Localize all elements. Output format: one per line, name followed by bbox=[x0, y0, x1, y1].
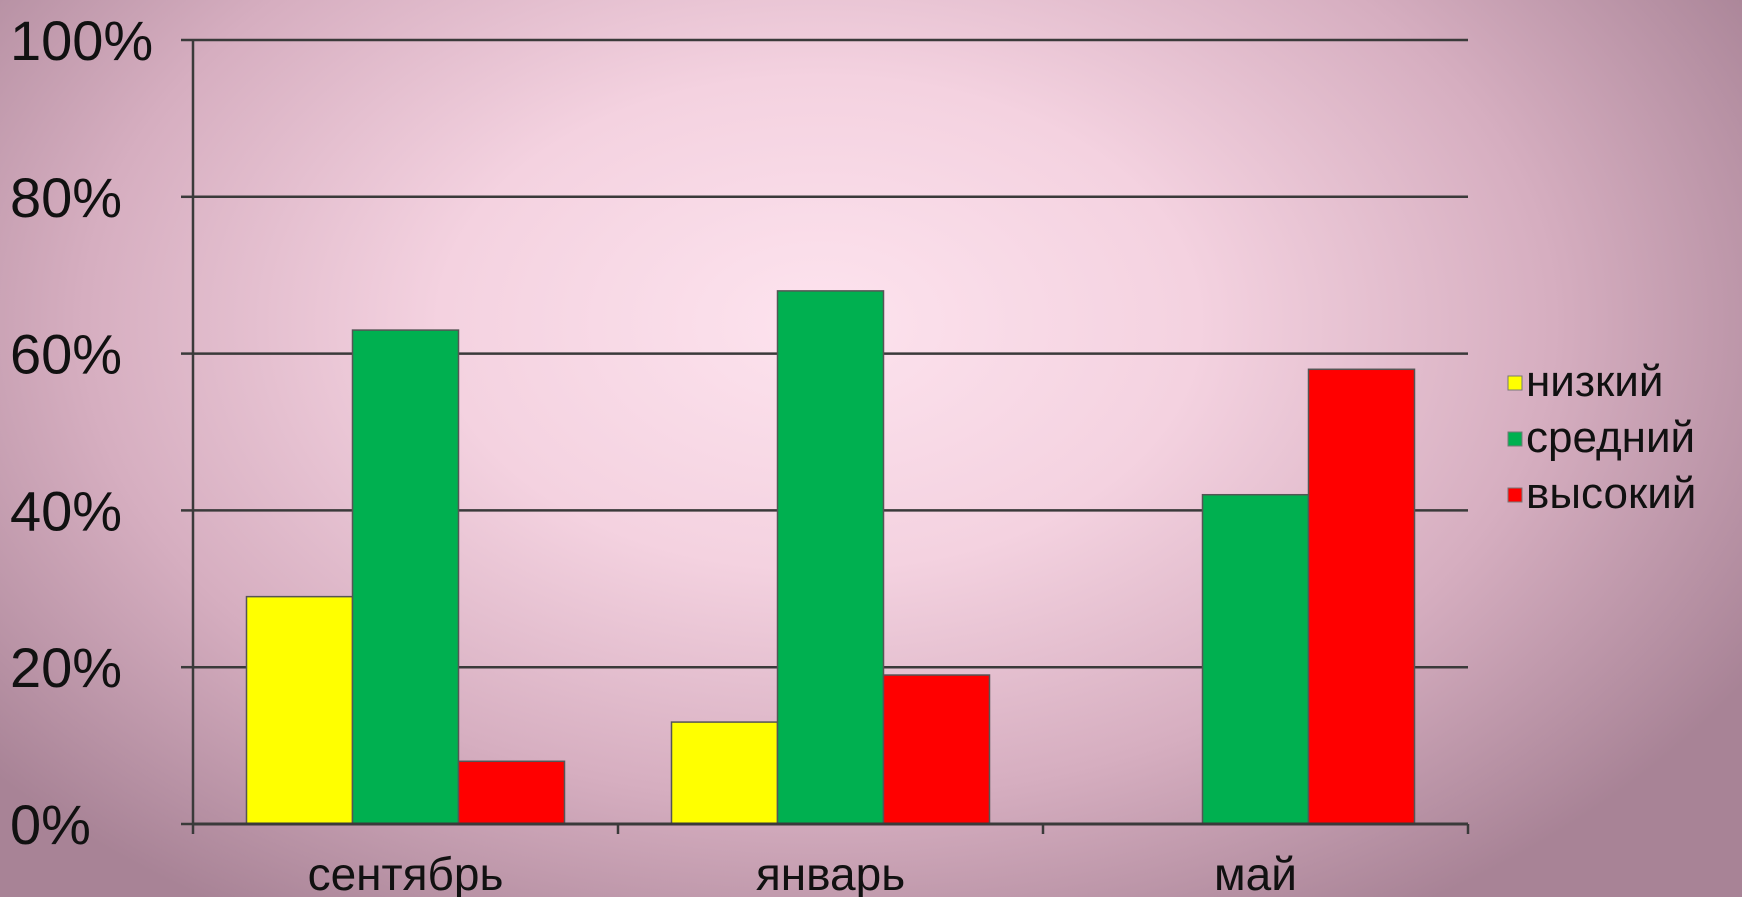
y-tick-label: 60% bbox=[10, 323, 122, 386]
legend-swatch bbox=[1507, 431, 1523, 447]
bar-1-1 bbox=[245, 595, 354, 825]
legend: низкий средний высокий bbox=[1507, 357, 1696, 518]
legend-label: низкий bbox=[1526, 357, 1663, 406]
bar-2-1 bbox=[351, 329, 460, 825]
y-tick-label: 100% bbox=[10, 9, 153, 72]
bar-2-3 bbox=[1201, 493, 1310, 825]
legend-label: высокий bbox=[1526, 469, 1696, 518]
x-category-label: май bbox=[1214, 848, 1297, 897]
y-tick-label: 0% bbox=[10, 793, 91, 856]
y-axis-tick-labels: 0% 20% 40% 60% 80% 100% bbox=[10, 9, 153, 856]
y-tick-label: 40% bbox=[10, 479, 122, 542]
bar-3-2 bbox=[882, 674, 991, 825]
legend-swatch bbox=[1507, 375, 1523, 391]
legend-swatch bbox=[1507, 487, 1523, 503]
bar-3-1 bbox=[457, 760, 566, 825]
x-axis-category-labels: сентябрь январь май bbox=[308, 848, 1297, 897]
bar-3-3 bbox=[1307, 368, 1416, 825]
bar-2-2 bbox=[776, 290, 885, 825]
x-category-label: январь bbox=[756, 848, 905, 897]
bars bbox=[245, 290, 1416, 825]
legend-label: средний bbox=[1526, 413, 1695, 462]
y-tick-label: 80% bbox=[10, 166, 122, 229]
bar-1-2 bbox=[670, 721, 779, 825]
x-category-label: сентябрь bbox=[308, 848, 504, 897]
axes bbox=[181, 38, 1470, 834]
y-tick-label: 20% bbox=[10, 636, 122, 699]
